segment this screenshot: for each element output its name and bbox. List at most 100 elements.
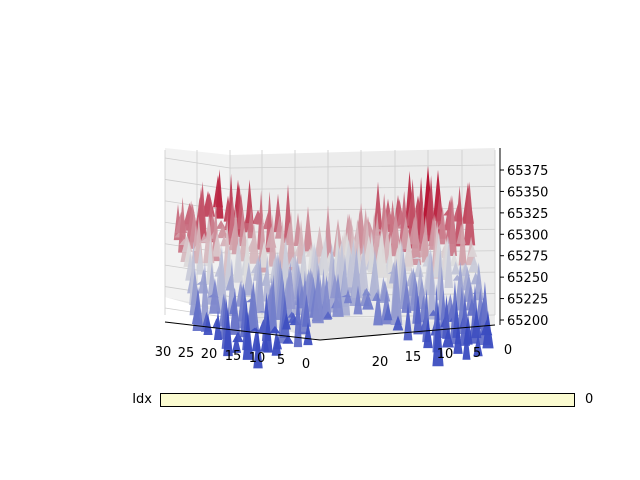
surface-facet [262,255,272,302]
surface-facet [482,310,494,349]
z-tick-label: 65275 [507,250,548,265]
grid-line [229,186,496,190]
surface-facet [442,294,451,339]
z-tick-label: 65300 [507,228,548,243]
surface-facet [353,285,363,315]
surface-facet [312,269,324,324]
surface-facet [232,331,244,343]
surface-facet [268,214,277,267]
surface-facet [216,220,227,229]
y-tick-label: 15 [405,350,422,365]
surface-facet [403,231,414,267]
x-axis-line [164,321,321,341]
surface-facet [332,273,344,317]
surface-facet [284,262,296,310]
surface-facet [256,311,268,313]
surface-facet [282,312,291,330]
index-slider[interactable] [160,393,575,407]
surface-facet [444,236,454,288]
surface-facet [383,303,393,321]
grid-line [164,157,231,169]
z-tick-label: 65225 [507,293,548,308]
surface-facet [192,286,204,332]
surface-facet [293,285,303,348]
surface-facet [362,287,371,296]
x-tick-label: 5 [277,353,285,368]
surface-facet [473,334,483,357]
x-tick-label: 15 [225,349,242,364]
surface-facet [413,292,423,335]
surface-facet [449,251,459,267]
surface-facet [234,234,244,283]
surface-facet [231,333,242,353]
surface-facet [196,245,205,275]
slider-label: Idx [132,392,152,407]
surface-facet [403,302,413,341]
surface-facet [216,245,228,312]
surface-facet [247,206,256,239]
x-tick-label: 10 [249,351,266,366]
surface-facet [269,274,278,334]
surface-facet [438,205,448,245]
x-axis-ticks: 30 25 20 15 10 5 0 [155,345,310,372]
surface-facet [432,302,444,367]
surface-facet [451,261,461,275]
y-axis-line [319,324,496,341]
surface-facet [471,307,482,339]
z-tick-label: 65375 [507,164,548,179]
x-tick-label: 0 [302,357,310,372]
surface-facet [373,288,383,326]
surface-facet [474,262,484,301]
surface-facet [215,169,224,219]
surface-facet [343,289,353,304]
surface-facet [358,243,369,290]
surface-facet [286,211,296,271]
surface-facet [248,223,260,264]
surface-facet [401,279,412,313]
surface-facet [373,181,383,236]
surface-facet [410,208,422,266]
surface-facet [243,262,255,296]
surface-facet [208,278,221,314]
x-tick-label: 25 [178,346,195,361]
grid-line [229,164,496,169]
surface-facet [458,215,467,266]
surface-facet [467,244,478,257]
surface-facet [448,195,457,256]
surface-facet [463,181,476,246]
y-tick-label: 0 [504,343,512,358]
surface-facet [468,256,481,272]
surface-facet [321,275,332,321]
surface-facet [416,278,428,310]
surface-facet [273,335,283,350]
surface-facet [303,206,313,252]
surface-facet [231,205,240,255]
surface-facet [314,225,325,257]
x-tick-label: 30 [155,345,172,360]
z-tick-label: 65350 [507,185,548,200]
surface-facet [323,311,333,319]
y-tick-label: 5 [473,346,481,361]
surface-facet [442,328,454,348]
surface-facet [242,311,254,360]
surface-facet [392,315,404,331]
z-tick-label: 65200 [507,314,548,329]
surface-facet [212,231,223,257]
surface-facet [427,251,437,320]
surface-facet [411,256,423,259]
surface-facet [302,294,311,327]
slider-value: 0 [585,392,594,407]
z-tick-label: 65250 [507,271,548,286]
surface-facet [247,280,260,333]
surface-facet [423,317,433,349]
y-tick-label: 20 [372,355,389,370]
surface-facet [200,262,210,327]
surface-facet [421,215,430,263]
surface-facet [269,325,281,334]
surface-facet [229,287,241,335]
surface-facet [454,261,466,311]
surface-facet [369,249,381,302]
z-tick-label: 65325 [507,207,548,222]
surface-facet [203,313,213,336]
